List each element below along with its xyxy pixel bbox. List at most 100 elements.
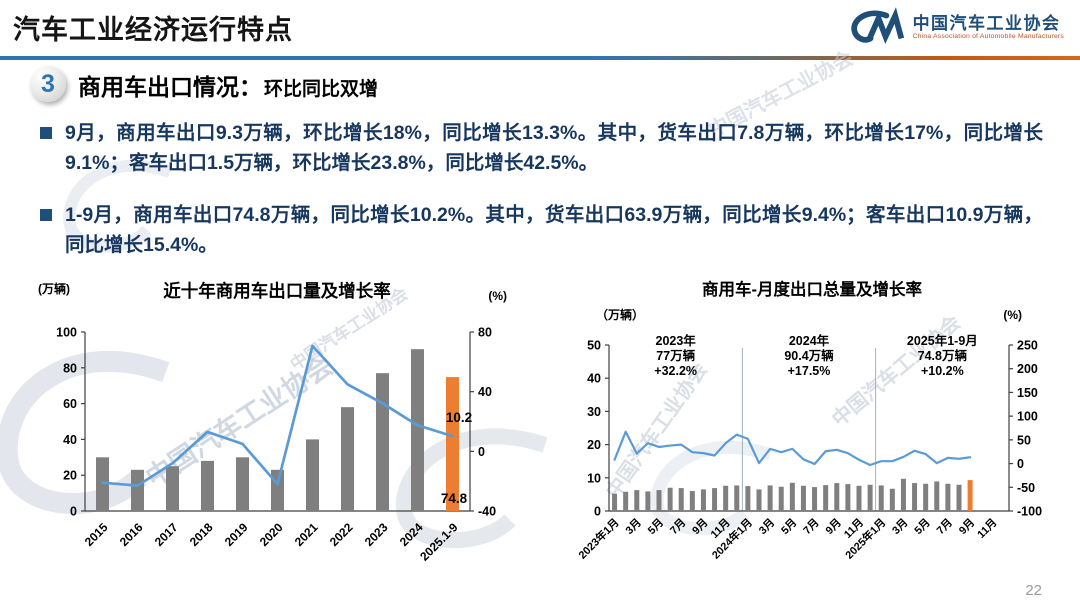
x-tick-label: 3月 <box>889 516 910 537</box>
x-tick-label: 5月 <box>912 516 933 537</box>
left-tick-label: 30 <box>587 405 601 419</box>
line-data-label: 10.2 <box>446 410 472 425</box>
x-tick-label: 2025.1-9 <box>417 520 461 564</box>
bar-2025.1-9 <box>446 377 459 511</box>
x-tick-label: 2018 <box>187 520 216 549</box>
year-annotation: 2024年 <box>789 333 830 348</box>
x-tick-label: 2017 <box>152 520 181 549</box>
year-annotation: 77万辆 <box>656 348 695 363</box>
bar-2023 <box>376 373 389 511</box>
monthly-bar <box>834 483 840 511</box>
x-tick-label: 2020 <box>257 520 286 549</box>
bar-2015 <box>96 457 109 511</box>
year-annotation: +17.5% <box>788 364 831 378</box>
monthly-bar <box>734 485 740 511</box>
page-title: 汽车工业经济运行特点 <box>13 15 293 45</box>
x-tick-label: 2021 <box>292 520 321 549</box>
monthly-bar <box>756 489 762 511</box>
x-tick-label: 2016 <box>117 520 146 549</box>
monthly-bar <box>778 486 784 511</box>
bullet-square-icon <box>40 208 52 221</box>
right-tick-label: 0 <box>478 445 485 459</box>
x-tick-label: 2023年1月 <box>575 515 621 561</box>
caam-logo-zh: 中国汽车工业协会 <box>912 13 1061 33</box>
yearly-export-chart: 近十年商用车出口量及增长率 (万辆) (%) 0 20 40 60 80 100 80 40 0 -40… <box>38 281 507 564</box>
right-tick-label: 40 <box>478 385 492 399</box>
x-tick-label: 2019 <box>222 520 251 549</box>
left-tick-label: 20 <box>587 438 601 452</box>
year-annotation: 2023年 <box>656 333 697 348</box>
year-annotation: 74.8万辆 <box>918 348 968 363</box>
bar-2022 <box>341 407 354 511</box>
summary-bullets: 9月，商用车出口9.3万辆，环比增长18%，同比增长13.3%。其中，货车出口7… <box>40 118 1043 282</box>
x-tick-label: 2015 <box>82 520 111 549</box>
monthly-bar <box>945 483 951 511</box>
x-tick-label: 7月 <box>801 516 822 537</box>
monthly-bar <box>934 481 940 511</box>
chart-title: 近十年商用车出口量及增长率 <box>163 281 391 301</box>
bullet-square-icon <box>40 127 52 139</box>
monthly-bar <box>845 484 851 511</box>
growth-line <box>613 430 972 467</box>
caam-logo-en: China Association of Automobile Manufact… <box>912 33 1064 41</box>
right-tick-label: -50 <box>1017 481 1035 495</box>
year-annotation: +10.2% <box>921 364 964 378</box>
monthly-export-chart: 商用车-月度出口总量及增长率 （万辆） (%) 0 10 20 30 40 50 250 200 15… <box>575 279 1042 562</box>
x-tick-label: 11月 <box>975 516 1000 541</box>
right-tick-label: 80 <box>478 326 492 340</box>
growth-line <box>101 344 454 487</box>
year-annotation: 90.4万辆 <box>784 348 834 363</box>
x-tick-label: 5月 <box>778 516 799 537</box>
left-tick-label: 50 <box>587 339 601 353</box>
monthly-bar <box>712 488 718 511</box>
bar-2018 <box>201 460 214 511</box>
x-tick-label: 9月 <box>823 516 844 537</box>
bar-2020 <box>271 469 284 511</box>
x-tick-label: 7月 <box>667 516 688 537</box>
monthly-bar <box>789 482 795 511</box>
x-tick-label: 2024 <box>397 520 426 549</box>
left-tick-label: 80 <box>63 361 77 375</box>
monthly-bar <box>812 487 818 511</box>
year-annotation: 2025年1-9月 <box>907 333 978 348</box>
bar-2019 <box>236 457 249 511</box>
monthly-bar <box>889 488 895 511</box>
monthly-bar <box>656 490 662 511</box>
right-tick-label: -40 <box>478 505 496 519</box>
right-tick-label: 0 <box>1017 457 1024 471</box>
monthly-bar <box>645 491 651 511</box>
section-heading: 商用车出口情况： 环比同比双增 <box>78 68 378 102</box>
monthly-bar <box>667 487 673 511</box>
left-tick-label: 0 <box>594 505 601 519</box>
bar-data-label: 74.8 <box>441 491 468 506</box>
chart-title: 商用车-月度出口总量及增长率 <box>702 279 922 299</box>
monthly-bar <box>923 483 929 511</box>
x-tick-label: 9月 <box>689 516 710 537</box>
monthly-bar <box>912 483 918 511</box>
right-tick-label: 200 <box>1017 362 1038 376</box>
section-subtitle: 环比同比双增 <box>264 79 379 100</box>
x-tick-label: 2023 <box>362 520 391 549</box>
monthly-bar <box>967 480 973 511</box>
bar-2017 <box>166 466 179 511</box>
x-tick-label: 7月 <box>934 516 955 537</box>
monthly-bar <box>867 484 873 511</box>
left-tick-label: 0 <box>70 505 77 519</box>
left-axis-unit: （万辆） <box>596 307 644 322</box>
left-tick-label: 20 <box>63 469 77 483</box>
bar-2021 <box>306 439 319 511</box>
bar-2024 <box>411 349 424 511</box>
left-tick-label: 100 <box>56 326 77 340</box>
left-axis-unit: (万辆) <box>38 281 70 296</box>
x-tick-label: 3月 <box>623 516 644 537</box>
year-annotation: +32.2% <box>654 364 697 378</box>
monthly-bar <box>612 493 618 511</box>
right-axis-unit: (%) <box>488 289 507 303</box>
right-tick-label: 50 <box>1017 433 1031 447</box>
caam-logo-text: 中国汽车工业协会 China Association of Automobile… <box>913 14 1064 41</box>
caam-logo: 中国汽车工业协会 China Association of Automobile… <box>846 7 1064 47</box>
section-number-badge: 3 <box>30 66 66 102</box>
right-tick-label: -100 <box>1017 505 1042 519</box>
x-tick-label: 9月 <box>956 516 977 537</box>
